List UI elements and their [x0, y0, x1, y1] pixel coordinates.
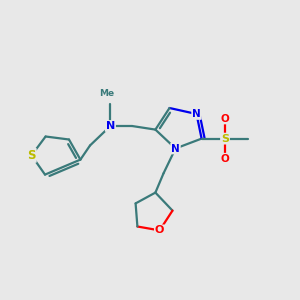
Text: Me: Me: [99, 89, 114, 98]
Text: O: O: [220, 113, 230, 124]
Text: S: S: [27, 149, 36, 162]
Text: N: N: [106, 121, 115, 131]
Text: O: O: [155, 225, 164, 236]
Text: N: N: [171, 143, 180, 154]
Text: N: N: [192, 109, 201, 119]
Text: O: O: [220, 154, 230, 164]
Text: S: S: [221, 134, 229, 144]
